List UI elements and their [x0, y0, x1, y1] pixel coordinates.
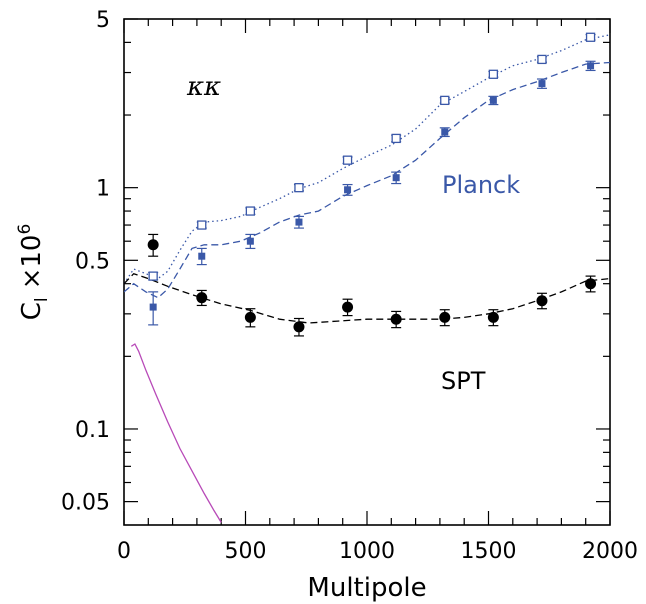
x-tick-label: 1000 — [339, 539, 395, 564]
data-point — [293, 317, 305, 337]
y-axis-label-main: C — [17, 302, 47, 320]
annotation-planck: Planck — [442, 171, 520, 199]
svg-text:Cl×106: Cl ×106 — [15, 224, 52, 321]
point-marker — [488, 69, 499, 79]
point-marker — [537, 54, 547, 65]
data-point — [439, 309, 451, 327]
point-marker — [342, 301, 354, 313]
data-point — [342, 298, 354, 317]
point-marker — [148, 271, 158, 281]
point-marker — [196, 292, 208, 304]
point-marker — [245, 206, 256, 216]
point-marker — [246, 237, 254, 245]
data-point — [245, 206, 256, 216]
data-point — [293, 183, 304, 193]
model-curves — [124, 34, 610, 523]
point-marker — [293, 321, 305, 333]
point-marker — [489, 96, 497, 104]
data-point — [342, 155, 353, 165]
y-axis-label: Cl ×106 — [15, 224, 52, 321]
y-axis-label-times: ×10 — [17, 235, 47, 290]
data-point — [536, 292, 548, 310]
x-tick-label: 2000 — [582, 539, 638, 564]
x-tick-label: 1500 — [461, 539, 517, 564]
data-point — [244, 308, 256, 328]
point-marker — [342, 155, 353, 165]
data-point — [196, 247, 207, 266]
point-marker — [585, 278, 597, 290]
data-point — [536, 78, 547, 89]
annotation-kk: κκ — [186, 72, 221, 102]
point-marker — [536, 295, 548, 307]
y-axis-label-sub: l — [32, 297, 52, 302]
data-point — [488, 69, 499, 79]
data-point — [148, 271, 159, 281]
point-marker — [294, 183, 304, 193]
point-marker — [390, 313, 402, 325]
y-tick-label: 0.05 — [61, 491, 110, 516]
axis-ticks: 0 500 1000 1500 2000 0.05 0.1 0.5 1 5 — [61, 8, 638, 564]
y-axis-label-exp: 6 — [15, 224, 35, 235]
point-marker — [441, 128, 449, 136]
point-marker — [487, 311, 499, 323]
data-point — [245, 233, 256, 250]
data-point — [391, 133, 402, 144]
point-marker — [149, 303, 157, 311]
data-point — [585, 275, 597, 293]
point-marker — [295, 218, 303, 226]
point-marker — [392, 174, 400, 182]
y-tick-label: 0.5 — [75, 249, 110, 274]
y-tick-label: 0.1 — [75, 418, 110, 443]
data-point — [148, 291, 159, 326]
x-axis-label: Multipole — [307, 573, 426, 603]
data-point — [391, 171, 402, 185]
data-point — [147, 233, 159, 257]
data-points — [147, 32, 597, 337]
data-point — [342, 183, 353, 196]
point-marker — [391, 133, 401, 144]
point-marker — [538, 80, 546, 88]
data-point — [196, 220, 207, 230]
data-point — [439, 127, 450, 138]
point-marker — [147, 239, 159, 251]
point-marker — [440, 95, 450, 106]
point-marker — [198, 252, 206, 260]
y-tick-label: 1 — [96, 177, 110, 202]
point-marker — [344, 186, 352, 194]
data-point — [488, 95, 499, 106]
point-marker — [439, 311, 451, 323]
data-point — [585, 32, 596, 42]
series-line — [124, 61, 610, 299]
data-point — [196, 289, 208, 307]
point-marker — [587, 62, 595, 70]
series-line — [130, 343, 222, 523]
point-marker — [585, 32, 596, 42]
data-point — [390, 310, 402, 329]
data-point — [487, 309, 499, 327]
data-point — [293, 215, 304, 229]
data-point — [585, 60, 596, 72]
data-point — [439, 95, 450, 106]
annotation-spt: SPT — [441, 367, 486, 395]
x-tick-label: 0 — [117, 539, 131, 564]
series-line — [124, 272, 610, 324]
point-marker — [244, 311, 256, 323]
y-tick-label: 5 — [96, 8, 110, 33]
point-marker — [197, 220, 207, 230]
series-line — [124, 34, 610, 285]
data-point — [536, 54, 547, 65]
x-tick-label: 500 — [225, 539, 267, 564]
